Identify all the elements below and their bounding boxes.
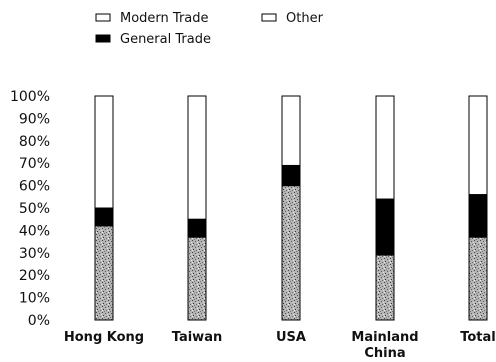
y-tick-label-40: 40%: [19, 223, 50, 239]
bar-taiwan-modern-trade: [188, 237, 206, 320]
legend-label-general-trade: General Trade: [120, 32, 211, 47]
category-label-usa: USA: [276, 330, 306, 345]
y-tick-label-10: 10%: [19, 291, 50, 307]
y-tick-label-60: 60%: [19, 179, 50, 195]
bar-taiwan-other: [188, 96, 206, 219]
y-tick-label-30: 30%: [19, 246, 50, 262]
y-tick-label-50: 50%: [19, 201, 50, 217]
bar-usa-other: [282, 96, 300, 165]
legend-label-other: Other: [286, 11, 324, 26]
y-tick-label-70: 70%: [19, 156, 50, 172]
bar-total-other: [469, 96, 487, 195]
category-label-hong-kong: Hong Kong: [64, 330, 144, 345]
y-tick-label-20: 20%: [19, 268, 50, 284]
category-label-total: Total: [460, 330, 496, 345]
category-label-mainland: Mainland: [351, 330, 418, 345]
category-label-china: China: [364, 346, 405, 361]
bar-mainland-china-other: [376, 96, 394, 199]
legend: Modern Trade Other General Trade: [96, 11, 324, 47]
bar-hong-kong-general-trade: [95, 208, 113, 226]
bar-total-modern-trade: [469, 237, 487, 320]
legend-swatch-modern-trade: [96, 14, 110, 21]
category-label-taiwan: Taiwan: [172, 330, 222, 345]
legend-label-modern-trade: Modern Trade: [120, 11, 209, 26]
y-tick-label-90: 90%: [19, 111, 50, 127]
bar-hong-kong-other: [95, 96, 113, 208]
bar-usa-general-trade: [282, 165, 300, 185]
y-tick-label-0: 0%: [28, 313, 50, 329]
bar-mainland-china-general-trade: [376, 199, 394, 255]
legend-swatch-general-trade: [96, 35, 110, 42]
y-tick-label-100: 100%: [10, 89, 50, 105]
bars: [95, 96, 487, 320]
y-axis: 0% 10% 20% 30% 40% 50% 60% 70% 80% 90% 100%: [10, 89, 50, 329]
bar-total-general-trade: [469, 195, 487, 238]
legend-swatch-other: [262, 14, 276, 21]
bar-mainland-china-modern-trade: [376, 255, 394, 320]
bar-hong-kong-modern-trade: [95, 226, 113, 320]
bar-usa-modern-trade: [282, 186, 300, 320]
bar-taiwan-general-trade: [188, 219, 206, 237]
y-tick-label-80: 80%: [19, 134, 50, 150]
